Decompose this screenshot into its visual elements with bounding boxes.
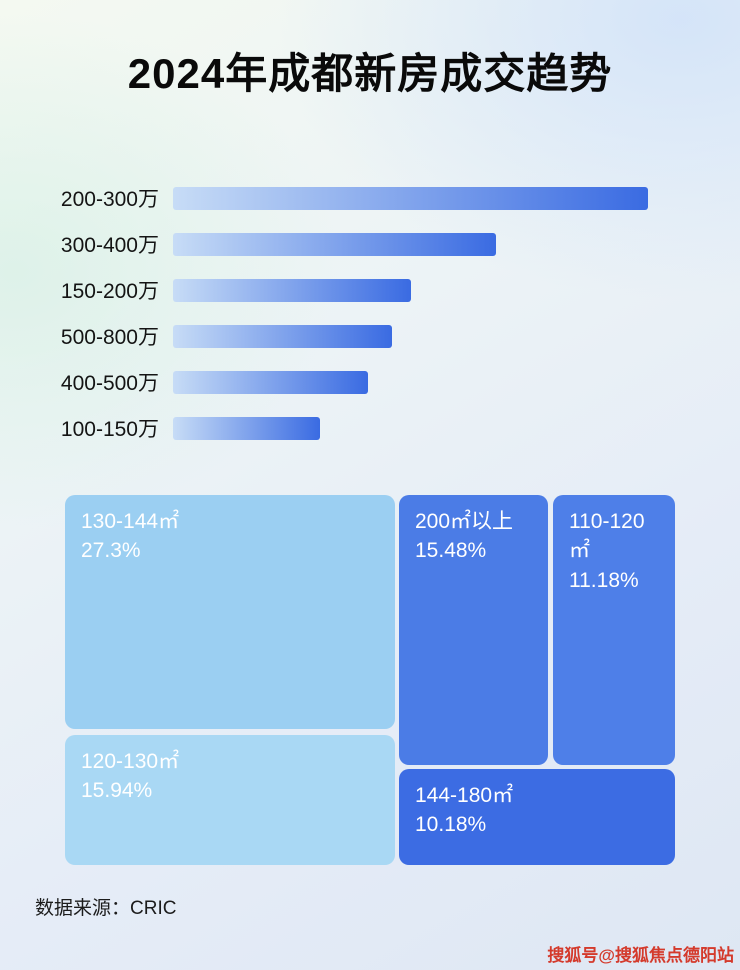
bar-fill: [173, 186, 648, 210]
treemap-block-144-180: 144-180㎡ 10.18%: [399, 769, 675, 865]
bar-fill: [173, 324, 392, 348]
treemap-block-110-120: 110-120㎡ 11.18%: [553, 495, 675, 765]
bar-track: [173, 370, 648, 394]
bar-track: [173, 324, 648, 348]
bar-category-label: 150-200万: [60, 280, 159, 303]
page-title: 2024年成都新房成交趋势: [127, 50, 613, 97]
bar-fill: [173, 370, 368, 394]
bar-category-label: 300-400万: [60, 234, 159, 257]
area-share-treemap: 130-144㎡ 27.3% 120-130㎡ 15.94% 200㎡以上 15…: [65, 495, 675, 865]
treemap-block-percent: 15.48%: [415, 539, 487, 563]
bar-category-label: 500-800万: [60, 326, 159, 349]
bar-row: 150-200万: [35, 267, 705, 313]
bar-track: [173, 416, 648, 440]
bar-category-label: 400-500万: [60, 372, 159, 395]
price-range-bar-chart: 200-300万 300-400万 150-200万 500-800万 400-500万…: [35, 175, 705, 451]
watermark-text: 搜狐号@搜狐焦点德阳站: [547, 946, 734, 965]
bar-track: [173, 278, 648, 302]
treemap-block-percent: 10.18%: [415, 813, 487, 837]
bar-fill: [173, 232, 496, 256]
treemap-block-200-plus: 200㎡以上 15.48%: [399, 495, 548, 765]
treemap-block-label: 110-120㎡: [569, 510, 645, 563]
treemap-block-percent: 27.3%: [81, 539, 141, 563]
bar-row: 100-150万: [35, 405, 705, 451]
bar-track: [173, 186, 648, 210]
bar-row: 400-500万: [35, 359, 705, 405]
bar-row: 200-300万: [35, 175, 705, 221]
bar-category-label: 100-150万: [60, 418, 159, 441]
bar-row: 500-800万: [35, 313, 705, 359]
treemap-block-120-130: 120-130㎡ 15.94%: [65, 735, 395, 865]
bar-fill: [173, 278, 411, 302]
bar-category-label: 200-300万: [60, 188, 159, 211]
treemap-block-label: 130-144㎡: [81, 510, 180, 533]
treemap-block-130-144: 130-144㎡ 27.3%: [65, 495, 395, 729]
treemap-block-label: 144-180㎡: [415, 784, 514, 807]
bar-row: 300-400万: [35, 221, 705, 267]
treemap-block-label: 120-130㎡: [81, 750, 180, 773]
treemap-block-percent: 15.94%: [81, 779, 153, 803]
data-source-label: 数据来源：CRIC: [35, 898, 177, 919]
bar-track: [173, 232, 648, 256]
bar-fill: [173, 416, 321, 440]
treemap-block-label: 200㎡以上: [415, 510, 514, 533]
treemap-block-percent: 11.18%: [569, 568, 639, 592]
